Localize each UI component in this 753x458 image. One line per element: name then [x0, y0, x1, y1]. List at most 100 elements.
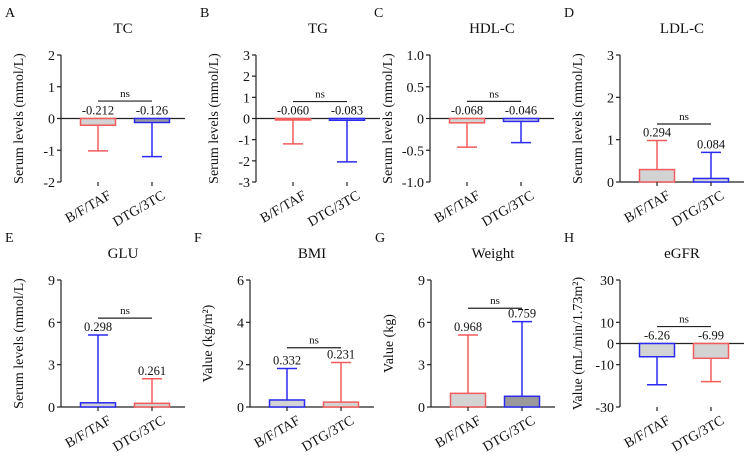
- panel-c: C HDL-C Serum levels (mmol/L) -1.0 -0.5 0 0.5 1…: [374, 6, 554, 230]
- x-tick-label: DTG/3TC: [481, 413, 538, 455]
- y-tick-label: 2: [607, 91, 614, 106]
- value-label: 0.298: [84, 320, 112, 334]
- y-tick-label: 3: [418, 359, 425, 374]
- y-tick-label: 0: [237, 401, 244, 416]
- y-tick-label: -2: [238, 155, 250, 170]
- panel-title: GLU: [108, 246, 139, 262]
- significance-label: ns: [120, 305, 130, 317]
- y-tick-label: 0.5: [407, 81, 425, 96]
- bar: [133, 402, 171, 408]
- x-tick-label: DTG/3TC: [306, 188, 363, 230]
- panel-letter: F: [194, 231, 202, 246]
- panel-letter: D: [564, 6, 574, 21]
- y-tick-label: 1.0: [407, 49, 425, 64]
- y-tick-label: 2: [243, 70, 250, 85]
- x-tick-label: B/F/TAF: [622, 188, 673, 226]
- x-tick-label: B/F/TAF: [258, 188, 309, 226]
- significance-label: ns: [489, 88, 499, 100]
- significance-label: ns: [120, 88, 130, 100]
- panel-letter: B: [200, 6, 209, 21]
- x-tick-label: DTG/3TC: [670, 413, 727, 455]
- y-tick-label: 0: [48, 401, 55, 416]
- value-label: 0.231: [327, 348, 355, 362]
- y-tick-label: 6: [237, 274, 244, 289]
- y-tick-label: 0: [243, 113, 250, 128]
- bar: [79, 117, 117, 126]
- y-tick-label: 3: [607, 49, 614, 64]
- y-tick-label: -30: [595, 401, 614, 416]
- value-label: 0.084: [697, 137, 726, 151]
- y-tick-label: -10: [595, 359, 614, 374]
- significance-label: ns: [679, 111, 689, 123]
- y-tick-label: 10: [600, 316, 614, 331]
- panel-e: E GLU Serum levels (mmol/L) 0 3 6 9 B/F/TAF 0.29…: [5, 231, 185, 455]
- y-tick-label: 0: [607, 338, 614, 353]
- y-tick-label: 0: [607, 176, 614, 191]
- y-tick-label: 2: [237, 359, 244, 374]
- bar: [268, 399, 306, 408]
- x-tick-label: DTG/3TC: [670, 188, 727, 230]
- y-tick-label: 0: [417, 113, 424, 128]
- y-tick-label: 0: [48, 113, 55, 128]
- y-tick-label: -1: [238, 134, 250, 149]
- panel-a: A TC Serum levels (mmol/L) -2 -1 0 1 2 B/F/TAF -0…: [5, 6, 185, 230]
- y-tick-label: 6: [418, 316, 425, 331]
- y-axis-label: Value (kg): [382, 314, 397, 373]
- y-axis-label: Serum levels (mmol/L): [12, 53, 27, 184]
- y-tick-label: -3: [238, 176, 250, 191]
- bar: [322, 401, 360, 408]
- panel-title: eGFR: [664, 246, 700, 262]
- panel-title: HDL-C: [469, 21, 515, 37]
- y-tick-label: 30: [600, 274, 614, 289]
- x-tick-label: B/F/TAF: [622, 413, 673, 451]
- bar: [692, 177, 730, 183]
- y-axis-label: Serum levels (mmol/L): [207, 53, 222, 184]
- x-tick-label: DTG/3TC: [111, 188, 168, 230]
- value-label: -0.212: [82, 104, 114, 118]
- value-label: 0.294: [643, 126, 672, 140]
- panel-letter: E: [5, 231, 14, 246]
- bar: [638, 342, 676, 358]
- value-label: 0.261: [138, 364, 166, 378]
- value-label: 0.332: [273, 353, 301, 367]
- value-label: -0.126: [136, 104, 168, 118]
- bar: [448, 117, 486, 124]
- x-tick-label: DTG/3TC: [480, 188, 537, 230]
- y-tick-label: -1: [43, 144, 55, 159]
- value-label: -0.060: [277, 104, 309, 118]
- x-tick-label: B/F/TAF: [433, 413, 484, 451]
- panel-b: B TG Serum levels (mmol/L) -3 -2 -1 0 1 2 3 B/F/TA…: [200, 6, 380, 230]
- significance-label: ns: [315, 89, 325, 101]
- y-axis-label: Serum levels (mmol/L): [12, 278, 27, 409]
- bar: [133, 117, 171, 124]
- x-tick-label: DTG/3TC: [300, 413, 357, 455]
- panel-title: TG: [308, 21, 328, 37]
- y-tick-label: 0: [418, 401, 425, 416]
- bar: [692, 342, 730, 360]
- y-tick-label: -2: [43, 176, 55, 191]
- panel-title: LDL-C: [660, 21, 704, 37]
- value-label: -0.046: [505, 104, 537, 118]
- panel-d: D LDL-C Serum levels (mmol/L) 0 1 2 3 B/F/TAF 0.…: [564, 6, 744, 230]
- y-tick-label: 3: [48, 359, 55, 374]
- panel-letter: H: [564, 231, 574, 246]
- y-axis-label: Value (kg/m²): [201, 304, 216, 382]
- panel-title: BMI: [298, 246, 326, 262]
- bar: [328, 117, 366, 122]
- significance-label: ns: [490, 295, 500, 307]
- value-label: 0.968: [454, 320, 482, 334]
- x-tick-label: B/F/TAF: [432, 188, 483, 226]
- y-tick-label: 1: [48, 81, 55, 96]
- panel-title: Weight: [472, 246, 516, 262]
- x-tick-label: B/F/TAF: [63, 188, 114, 226]
- significance-label: ns: [309, 335, 319, 347]
- y-tick-label: 9: [418, 274, 425, 289]
- y-axis-label: Serum levels (mmol/L): [571, 53, 586, 184]
- panel-letter: G: [375, 231, 385, 246]
- value-label: -6.26: [644, 329, 670, 343]
- bar: [503, 395, 541, 408]
- x-tick-label: DTG/3TC: [111, 413, 168, 455]
- value-label: -0.083: [331, 104, 363, 118]
